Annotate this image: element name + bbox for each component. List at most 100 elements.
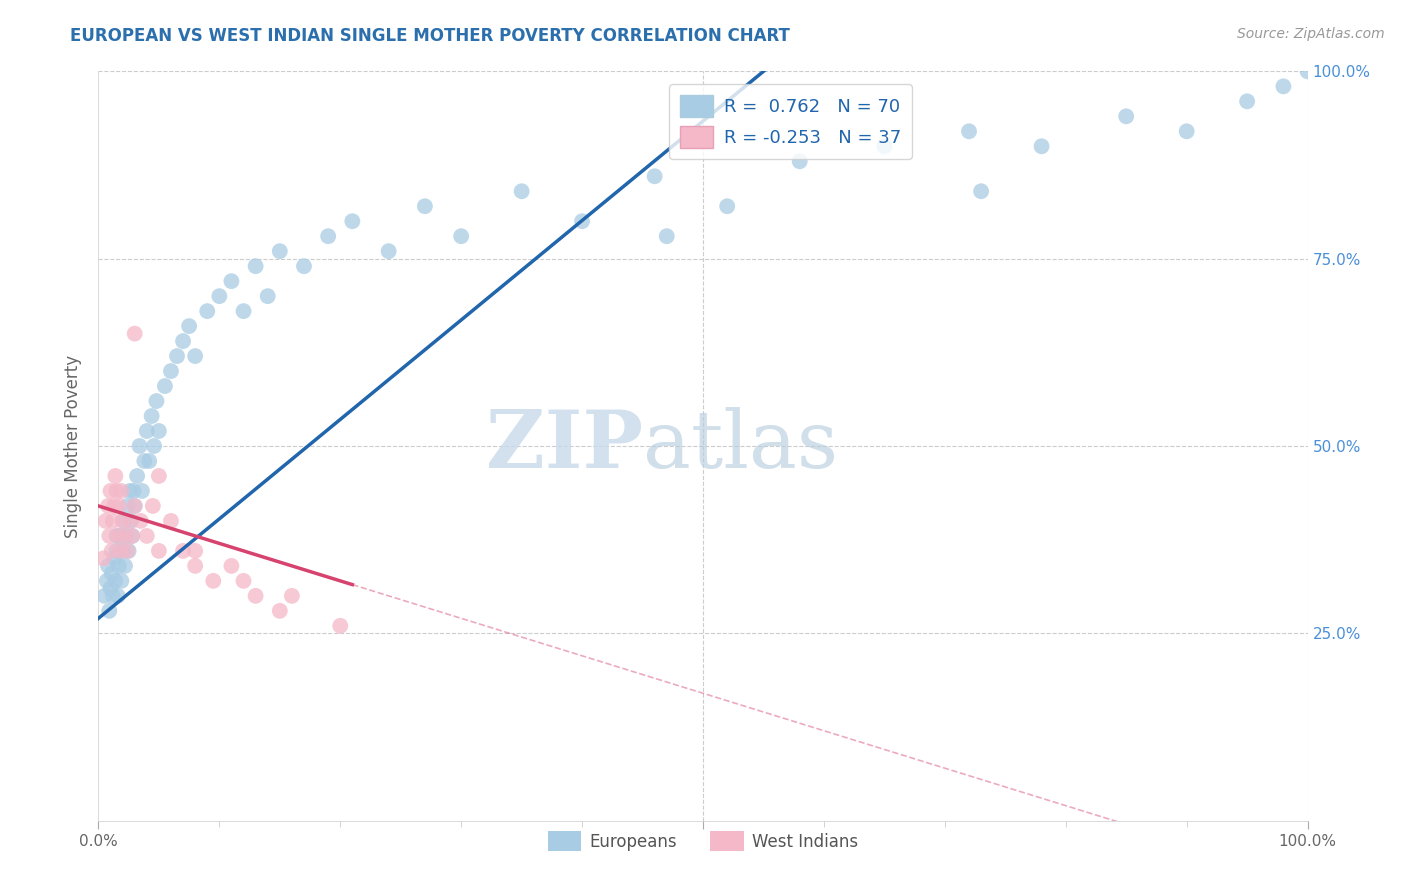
Point xyxy=(970,184,993,198)
Point xyxy=(135,424,157,438)
Point xyxy=(127,469,149,483)
Point xyxy=(329,619,352,633)
Point xyxy=(112,514,135,528)
Point xyxy=(98,529,121,543)
Point xyxy=(117,499,139,513)
Point xyxy=(107,529,129,543)
Point xyxy=(96,574,118,588)
Point xyxy=(957,124,980,138)
Point xyxy=(110,483,132,498)
Point xyxy=(148,424,170,438)
Point xyxy=(100,483,122,498)
Point xyxy=(179,319,201,334)
Point xyxy=(172,334,194,348)
Point xyxy=(114,558,136,573)
Point xyxy=(873,139,896,153)
Point xyxy=(269,244,291,259)
Legend: Europeans, West Indians: Europeans, West Indians xyxy=(541,825,865,857)
Point xyxy=(108,558,131,573)
Point xyxy=(148,469,170,483)
Point xyxy=(1236,95,1258,109)
Point xyxy=(111,514,134,528)
Point xyxy=(160,364,183,378)
Point xyxy=(245,589,267,603)
Point xyxy=(166,349,188,363)
Point xyxy=(413,199,436,213)
Point xyxy=(104,469,127,483)
Point xyxy=(105,544,128,558)
Point xyxy=(195,304,218,318)
Point xyxy=(716,199,738,213)
Point xyxy=(143,439,166,453)
Point xyxy=(221,558,243,573)
Point xyxy=(124,326,146,341)
Point xyxy=(129,514,152,528)
Point xyxy=(1272,79,1295,94)
Point xyxy=(269,604,291,618)
Text: EUROPEAN VS WEST INDIAN SINGLE MOTHER POVERTY CORRELATION CHART: EUROPEAN VS WEST INDIAN SINGLE MOTHER PO… xyxy=(70,27,790,45)
Point xyxy=(135,529,157,543)
Point xyxy=(202,574,225,588)
Point xyxy=(103,499,125,513)
Point xyxy=(148,544,170,558)
Point xyxy=(256,289,278,303)
Point xyxy=(100,544,122,558)
Point xyxy=(1175,124,1198,138)
Point xyxy=(101,589,124,603)
Point xyxy=(97,558,120,573)
Point xyxy=(281,589,304,603)
Point xyxy=(138,454,160,468)
Text: atlas: atlas xyxy=(643,407,838,485)
Point xyxy=(450,229,472,244)
Point xyxy=(124,499,146,513)
Point xyxy=(142,499,165,513)
Point xyxy=(342,214,364,228)
Point xyxy=(655,229,678,244)
Point xyxy=(103,551,125,566)
Point xyxy=(91,551,114,566)
Point xyxy=(104,574,127,588)
Text: ZIP: ZIP xyxy=(485,407,643,485)
Point xyxy=(122,483,145,498)
Point xyxy=(100,582,122,596)
Point xyxy=(118,514,141,528)
Point xyxy=(789,154,811,169)
Point xyxy=(131,483,153,498)
Point xyxy=(98,604,121,618)
Point xyxy=(510,184,533,198)
Point xyxy=(232,304,254,318)
Text: Source: ZipAtlas.com: Source: ZipAtlas.com xyxy=(1237,27,1385,41)
Point xyxy=(121,529,143,543)
Point xyxy=(121,529,143,543)
Point xyxy=(377,244,399,259)
Point xyxy=(124,499,146,513)
Point xyxy=(105,529,128,543)
Point xyxy=(108,499,131,513)
Point xyxy=(145,394,167,409)
Point xyxy=(1031,139,1053,153)
Point xyxy=(117,544,139,558)
Point xyxy=(115,529,138,543)
Point xyxy=(1296,64,1319,78)
Point xyxy=(114,529,136,543)
Point xyxy=(107,589,129,603)
Point xyxy=(118,544,141,558)
Point xyxy=(110,574,132,588)
Y-axis label: Single Mother Poverty: Single Mother Poverty xyxy=(65,354,83,538)
Point xyxy=(97,499,120,513)
Point xyxy=(1115,109,1137,123)
Point xyxy=(292,259,315,273)
Point xyxy=(100,566,122,581)
Point xyxy=(120,514,142,528)
Point xyxy=(208,289,231,303)
Point xyxy=(184,558,207,573)
Point xyxy=(105,483,128,498)
Point xyxy=(644,169,666,184)
Point xyxy=(153,379,176,393)
Point xyxy=(232,574,254,588)
Point xyxy=(93,589,115,603)
Point xyxy=(101,514,124,528)
Point xyxy=(118,483,141,498)
Point xyxy=(571,214,593,228)
Point xyxy=(245,259,267,273)
